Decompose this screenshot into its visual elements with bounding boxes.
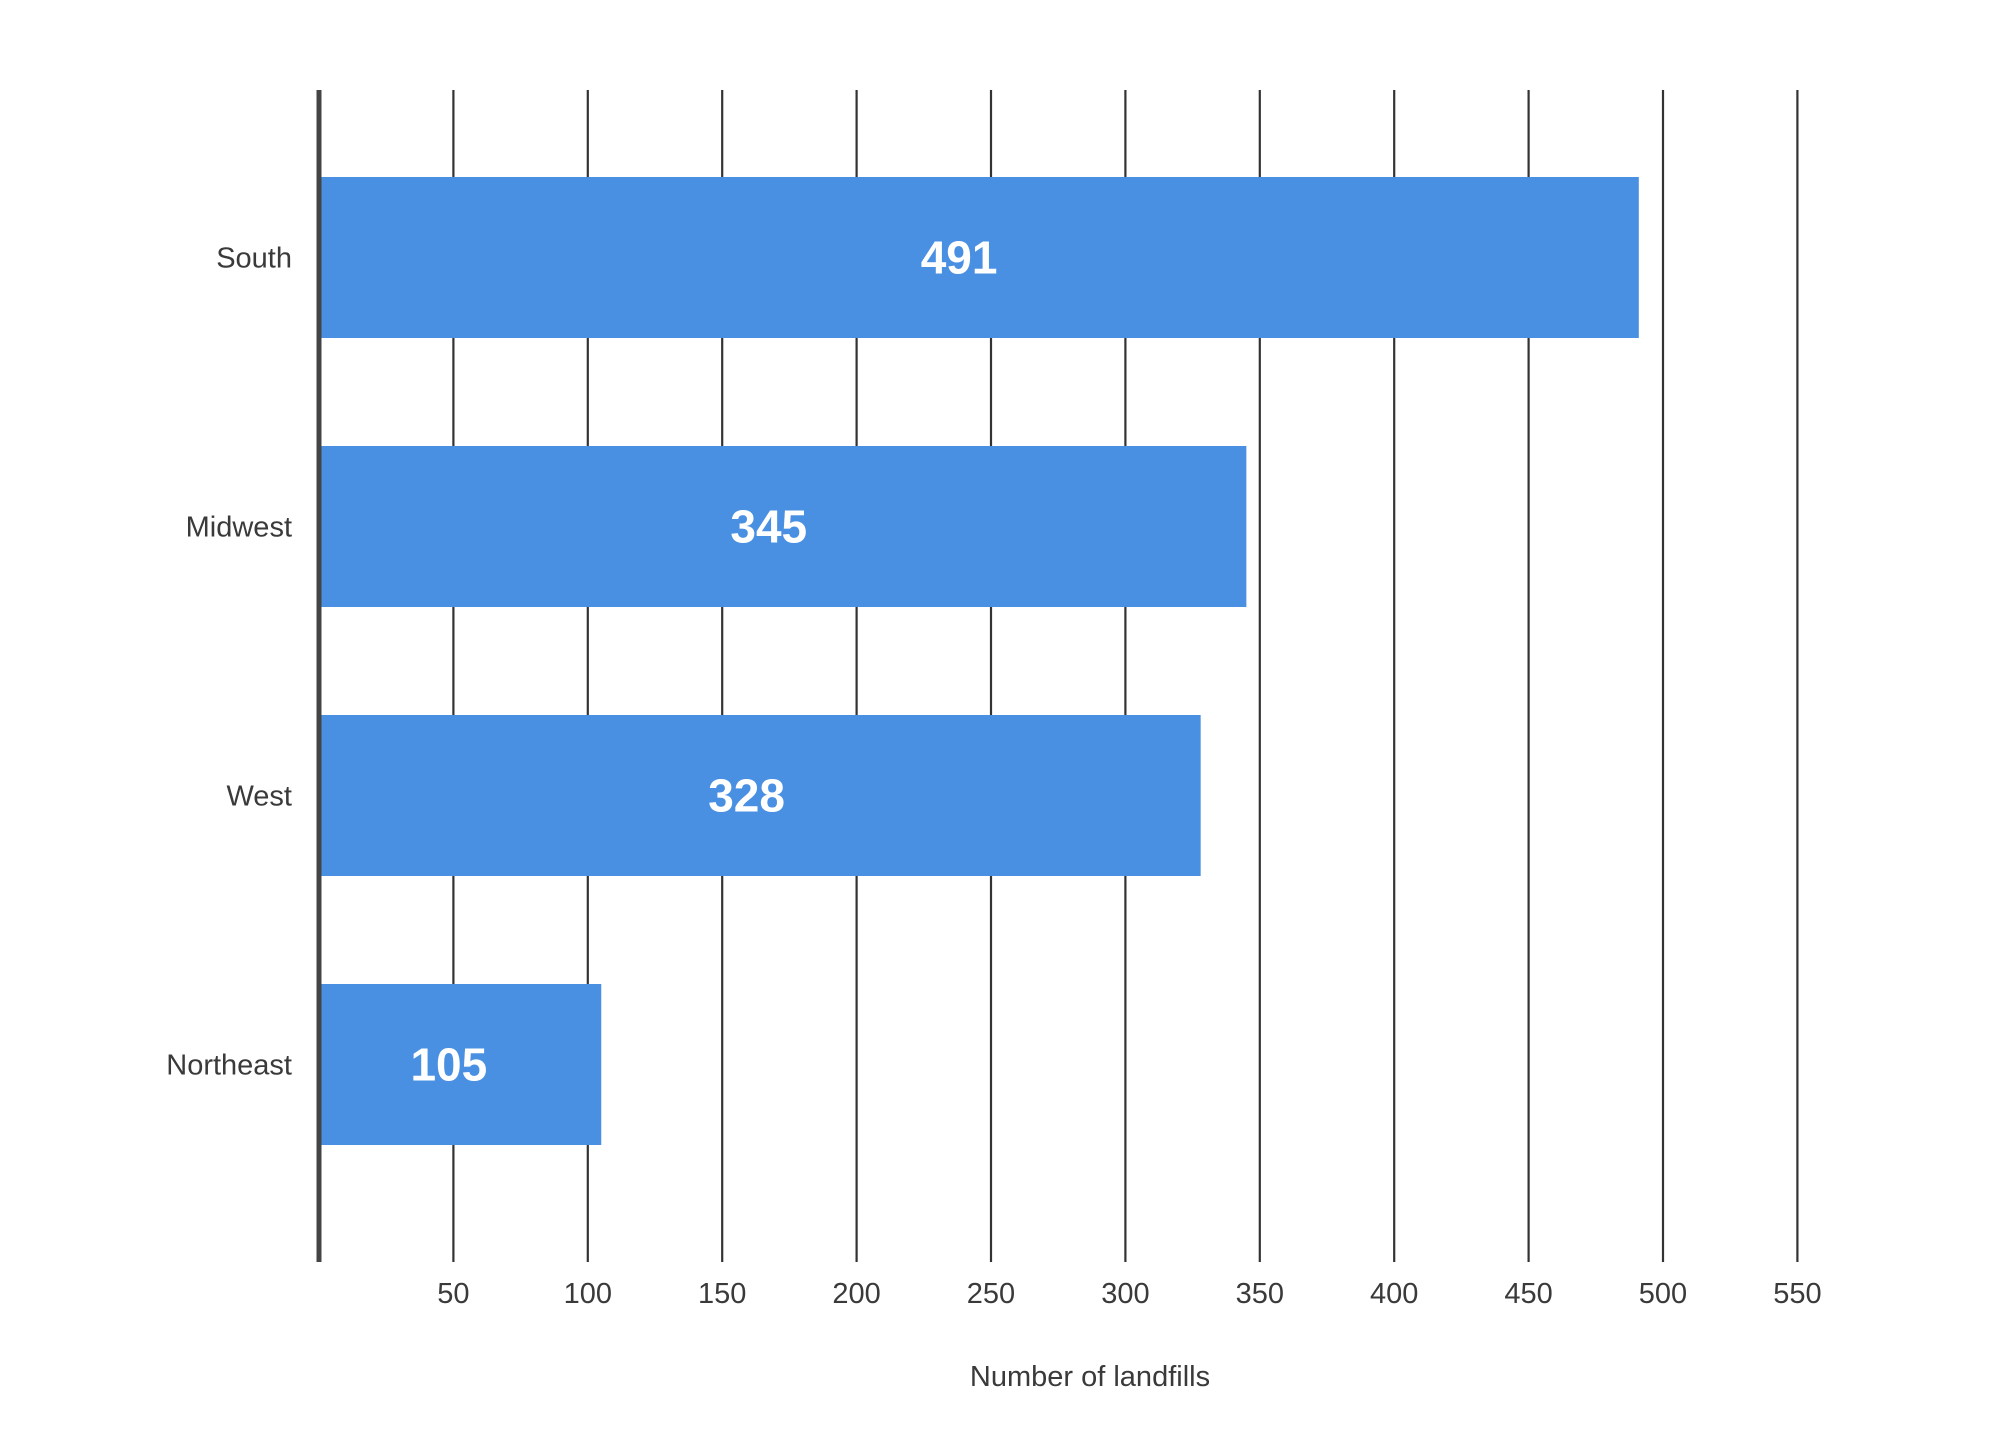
x-tick-label-400: 400 (1370, 1278, 1418, 1310)
x-tick-labels: 50 100 150 200 250 300 350 400 450 500 550 (437, 1278, 1821, 1310)
data-label-west: 328 (708, 770, 785, 822)
bar-south (319, 177, 1639, 338)
x-axis-title: Number of landfills (970, 1361, 1210, 1393)
x-tick-label-200: 200 (832, 1278, 880, 1310)
data-label-south: 491 (921, 232, 998, 284)
data-labels: 491 345 328 105 (410, 232, 997, 1091)
x-tick-label-350: 350 (1236, 1278, 1284, 1310)
category-label-south: South (216, 243, 292, 275)
category-label-west: West (226, 781, 292, 813)
bars (319, 177, 1639, 1145)
x-tick-label-50: 50 (437, 1278, 469, 1310)
x-tick-label-500: 500 (1639, 1278, 1687, 1310)
x-tick-label-550: 550 (1773, 1278, 1821, 1310)
data-label-midwest: 345 (730, 501, 807, 553)
x-tick-label-450: 450 (1504, 1278, 1552, 1310)
x-tick-label-300: 300 (1101, 1278, 1149, 1310)
category-labels: South Midwest West Northeast (166, 243, 292, 1082)
data-label-northeast: 105 (410, 1039, 487, 1091)
bar-west (319, 715, 1201, 876)
x-tick-label-150: 150 (698, 1278, 746, 1310)
category-label-midwest: Midwest (186, 512, 292, 544)
x-tick-label-250: 250 (967, 1278, 1015, 1310)
x-tick-label-100: 100 (564, 1278, 612, 1310)
bar-midwest (319, 446, 1247, 607)
bar-northeast (319, 984, 602, 1145)
category-label-northeast: Northeast (166, 1050, 292, 1082)
